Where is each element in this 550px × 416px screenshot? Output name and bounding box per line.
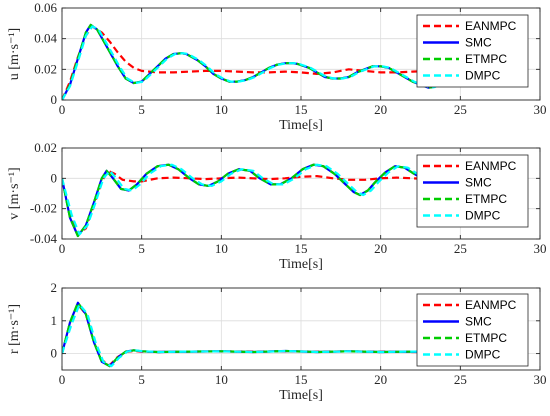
y-tick-label: 0 (51, 346, 58, 361)
x-tick-label: 20 (374, 372, 387, 387)
x-tick-label: 10 (215, 241, 228, 256)
y-tick-label: 0 (51, 92, 58, 107)
y-axis-label: u [m·s⁻¹] (7, 28, 22, 80)
y-tick-label: 0.06 (34, 0, 57, 15)
legend-label-smc: SMC (465, 36, 492, 50)
legend-label-eanmpc: EANMPC (465, 19, 517, 33)
x-tick-label: 10 (215, 102, 228, 117)
series-group (62, 163, 445, 238)
x-tick-label: 30 (534, 241, 547, 256)
x-tick-label: 15 (295, 372, 308, 387)
legend-label-etmpc: ETMPC (465, 52, 507, 66)
x-tick-label: 20 (374, 241, 387, 256)
series-group (62, 301, 499, 368)
series-line-dmpc (62, 163, 426, 236)
y-tick-label: 0.04 (34, 31, 57, 46)
x-tick-label: 25 (454, 241, 467, 256)
x-tick-label: 25 (454, 372, 467, 387)
y-tick-label: 2 (51, 280, 58, 295)
x-tick-label: 5 (138, 372, 145, 387)
x-tick-label: 0 (59, 241, 66, 256)
x-tick-label: 10 (215, 372, 228, 387)
y-tick-label: 0.02 (34, 140, 57, 155)
y-tick-label: -0.02 (30, 201, 57, 216)
legend-label-eanmpc: EANMPC (465, 159, 517, 173)
series-line-etmpc (62, 163, 423, 238)
x-tick-label: 25 (454, 102, 467, 117)
v-velocity-plot: 0 5 10 15 20 25 30 -0.04 -0.02 0 0.02 Time[s] v [m·s… (7, 140, 547, 272)
y-tick-label: 0 (51, 170, 58, 185)
legend-label-dmpc: DMPC (465, 69, 501, 83)
r-rate-plot: 0 5 10 15 20 25 30 0 1 2 Time[s] r [m·s⁻¹] EANMPC SMC… (7, 280, 547, 403)
series-line-dmpc (62, 25, 445, 100)
u-velocity-plot: 0 5 10 15 20 25 30 0 0.02 0.04 0.06 Time[s] u [m·s⁻¹… (7, 0, 547, 133)
x-axis-label: Time[s] (279, 118, 323, 133)
x-axis-label: Time[s] (279, 388, 323, 403)
series-line-etmpc (62, 23, 446, 100)
x-tick-label: 5 (138, 102, 145, 117)
y-tick-label: 0.02 (34, 61, 57, 76)
x-tick-label: 30 (534, 372, 547, 387)
y-axis-label: v [m·s⁻¹] (7, 167, 22, 219)
x-tick-label: 20 (374, 102, 387, 117)
y-tick-label: -0.04 (30, 231, 58, 246)
x-tick-label: 15 (295, 102, 308, 117)
x-tick-label: 5 (138, 241, 145, 256)
series-group (62, 23, 446, 100)
legend-label-etmpc: ETMPC (465, 192, 507, 206)
legend-label-smc: SMC (465, 315, 492, 329)
x-tick-label: 0 (59, 372, 66, 387)
legend-label-eanmpc: EANMPC (465, 298, 517, 312)
legend-label-dmpc: DMPC (465, 348, 501, 362)
y-tick-label: 1 (51, 313, 58, 328)
x-axis-label: Time[s] (279, 257, 323, 272)
x-tick-label: 30 (534, 102, 547, 117)
x-tick-label: 15 (295, 241, 308, 256)
legend-label-dmpc: DMPC (465, 209, 501, 223)
legend-label-smc: SMC (465, 176, 492, 190)
x-tick-label: 0 (59, 102, 66, 117)
series-line-dmpc (62, 303, 499, 368)
y-axis-label: r [m·s⁻¹] (7, 304, 22, 354)
legend-label-etmpc: ETMPC (465, 331, 507, 345)
